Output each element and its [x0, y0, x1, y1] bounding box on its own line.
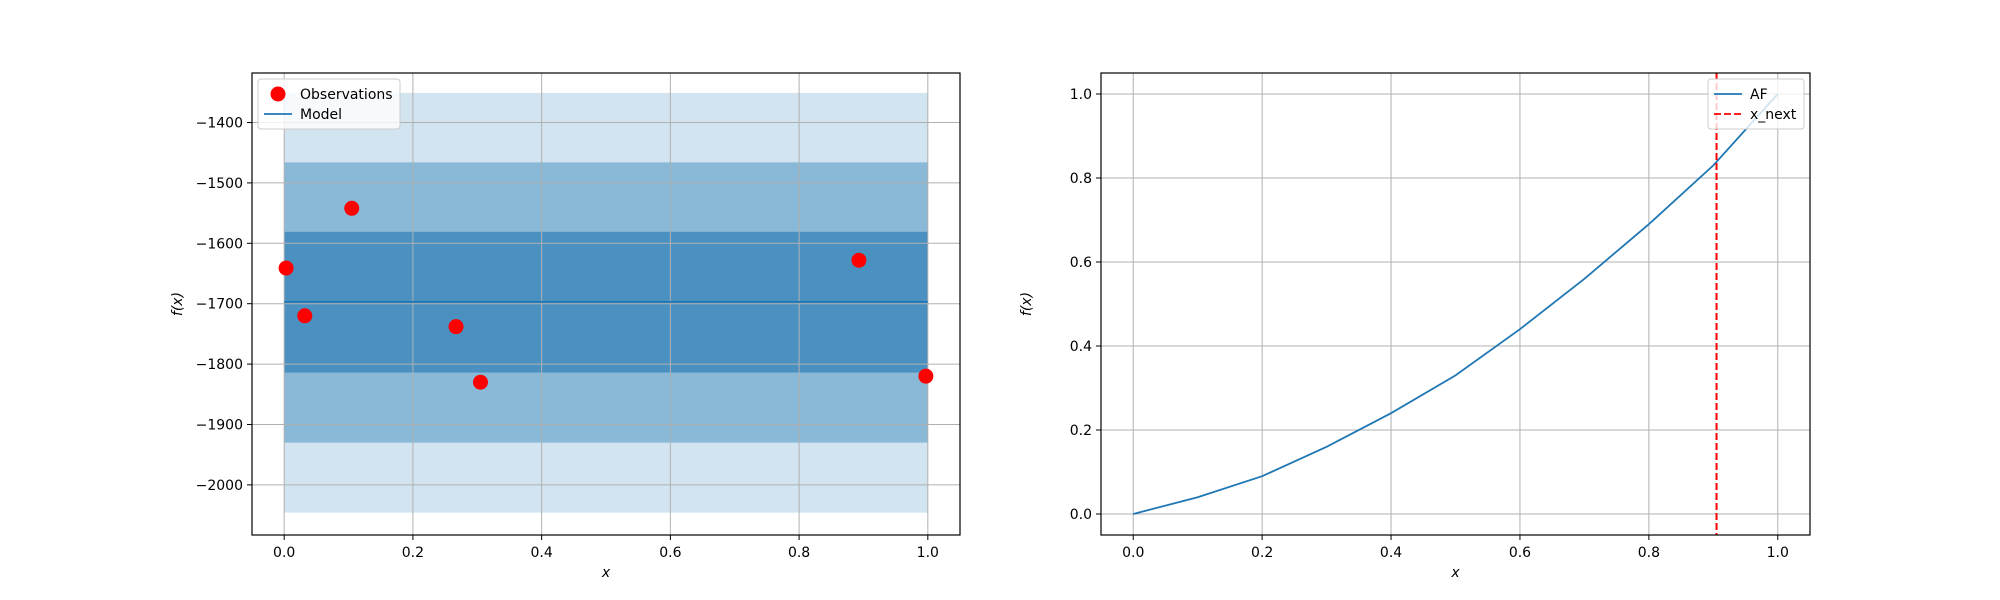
y-tick-label: 0.0 [1070, 507, 1092, 523]
x-tick-label: 1.0 [1767, 545, 1789, 561]
left-chart: 0.0 0.2 0.4 0.6 0.8 1.0 −2000 −1900 −1800 −1700 −1… [170, 72, 961, 581]
legend-marker-observations [270, 86, 286, 102]
plot-area [1101, 73, 1810, 535]
legend-box [1707, 78, 1805, 130]
axes-frame [1100, 72, 1811, 536]
y-tick-label: 0.8 [1070, 171, 1092, 187]
x-axis-label: x [1450, 565, 1460, 581]
right-chart: 0.0 0.2 0.4 0.6 0.8 1.0 0.0 0.2 0.4 0.6 0.8 1.0 x f(x… [1019, 72, 1811, 581]
y-tick-label: −1600 [196, 236, 243, 252]
legend-box [257, 78, 401, 130]
legend: AF x_next [1707, 78, 1805, 130]
observation-point [344, 200, 360, 216]
y-axis-label: f(x) [1019, 292, 1035, 316]
observation-point [278, 260, 294, 276]
legend: Observations Model [257, 78, 401, 130]
x-tick-label: 1.0 [917, 545, 939, 561]
y-tick-label: −1800 [196, 357, 243, 373]
x-tick-label: 0.4 [1380, 545, 1402, 561]
y-tick-label: −2000 [196, 478, 243, 494]
legend-label: AF [1750, 87, 1768, 103]
x-tick-label: 0.8 [1638, 545, 1660, 561]
observation-point [448, 319, 464, 335]
y-tick-label: 0.4 [1070, 339, 1092, 355]
observation-point [472, 374, 488, 390]
x-axis-label: x [601, 565, 611, 581]
y-tick-label: −1500 [196, 176, 243, 192]
x-tick-label: 0.0 [1122, 545, 1144, 561]
observation-point [297, 308, 313, 324]
legend-label: Model [300, 107, 342, 123]
x-tick-label: 0.2 [1251, 545, 1273, 561]
x-tick-label: 0.8 [788, 545, 810, 561]
observation-point [918, 368, 934, 384]
x-tick-label: 0.6 [1509, 545, 1531, 561]
observation-point [851, 252, 867, 268]
series-line-af [1133, 93, 1779, 515]
x-tick-label: 0.0 [273, 545, 295, 561]
y-tick-label: −1400 [196, 116, 243, 132]
x-tick-label: 0.6 [659, 545, 681, 561]
y-tick-label: −1900 [196, 417, 243, 433]
y-tick-label: 0.6 [1070, 255, 1092, 271]
legend-label: Observations [300, 87, 393, 103]
y-axis-label: f(x) [170, 292, 186, 316]
y-tick-label: 0.2 [1070, 423, 1092, 439]
y-tick-label: −1700 [196, 297, 243, 313]
x-tick-label: 0.2 [402, 545, 424, 561]
legend-label: x_next [1750, 107, 1797, 123]
y-tick-label: 1.0 [1070, 87, 1092, 103]
x-tick-label: 0.4 [531, 545, 553, 561]
